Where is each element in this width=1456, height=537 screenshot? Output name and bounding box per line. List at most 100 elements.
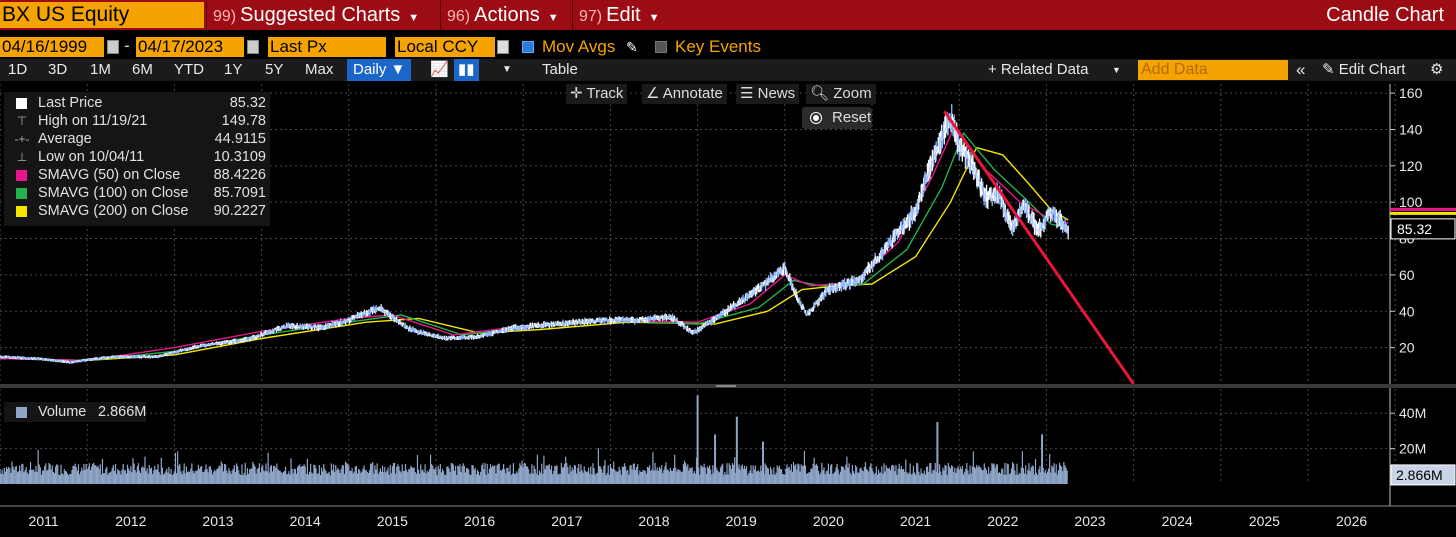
caret-down-icon: ▼ bbox=[648, 12, 660, 24]
price-field-select[interactable]: Last Px bbox=[268, 37, 386, 57]
mov-avgs-checkbox[interactable] bbox=[522, 41, 534, 53]
year-tick-label: 2011 bbox=[29, 513, 59, 529]
price-legend: Last Price 85.32 ⊤ High on 11/19/21 149.78 … bbox=[4, 92, 270, 226]
year-tick-label: 2015 bbox=[377, 513, 408, 529]
settings-gear-icon[interactable]: ⚙ bbox=[1430, 61, 1444, 78]
period-6m[interactable]: 6M bbox=[132, 61, 153, 78]
add-data-input[interactable]: Add Data bbox=[1138, 60, 1288, 80]
related-data-button[interactable]: + Related Data bbox=[988, 61, 1089, 78]
price-tick-label: 100 bbox=[1399, 194, 1423, 210]
menu-label: Edit bbox=[606, 4, 641, 26]
date-separator: - bbox=[124, 36, 130, 55]
sma100-line bbox=[0, 131, 1069, 362]
ticker-field[interactable]: BX US Equity bbox=[0, 2, 204, 28]
pencil-icon[interactable]: ✎ bbox=[626, 39, 638, 55]
end-date-field[interactable]: 04/17/2023 bbox=[136, 37, 244, 57]
legend-high: ⊤ High on 11/19/21 149.78 bbox=[4, 112, 270, 130]
price-tick-label: 140 bbox=[1399, 121, 1423, 137]
reset-button[interactable]: Reset bbox=[802, 107, 872, 129]
frequency-select[interactable]: Daily ▼ bbox=[347, 59, 412, 81]
chart-series bbox=[0, 103, 1135, 385]
price-tick-label: 20 bbox=[1399, 340, 1415, 356]
year-tick-label: 2013 bbox=[202, 513, 233, 529]
title-bar bbox=[0, 0, 1456, 30]
year-tick-label: 2024 bbox=[1162, 513, 1193, 529]
year-tick-label: 2020 bbox=[813, 513, 844, 529]
key-events-label: Key Events bbox=[675, 37, 761, 56]
annotate-button[interactable]: ∠ Annotate bbox=[642, 84, 727, 104]
last-price-box bbox=[1390, 218, 1456, 240]
related-data-dropdown-icon[interactable]: ▼ bbox=[1112, 65, 1121, 75]
chart-type-dropdown-icon[interactable]: ▼ bbox=[502, 64, 512, 75]
reset-icon bbox=[811, 113, 821, 123]
year-tick-label: 2016 bbox=[464, 513, 495, 529]
period-max[interactable]: Max bbox=[305, 61, 334, 78]
magnifier-icon: 🔍︎ bbox=[810, 85, 830, 102]
panel-resize-handle bbox=[716, 385, 736, 387]
period-3d[interactable]: 3D bbox=[48, 61, 68, 78]
price-volume-chart[interactable]: 2040608010012014016020M40M20112012201320… bbox=[0, 84, 1456, 537]
trendline bbox=[943, 110, 1135, 385]
chart-type-title: Candle Chart bbox=[1326, 4, 1444, 26]
legend-sma200: SMAVG (200) on Close 90.2227 bbox=[4, 202, 270, 220]
low-marker-icon: ⊥ bbox=[16, 150, 28, 164]
edit-chart-label: Edit Chart bbox=[1338, 61, 1406, 78]
actions-menu[interactable]: 96) Actions ▼ bbox=[440, 0, 573, 30]
legend-sma50: SMAVG (50) on Close 88.4226 bbox=[4, 166, 270, 184]
edit-menu[interactable]: 97) Edit ▼ bbox=[572, 0, 675, 30]
period-5y[interactable]: 5Y bbox=[265, 61, 284, 78]
caret-down-icon: ▼ bbox=[390, 61, 406, 78]
legend-last-price: Last Price 85.32 bbox=[4, 94, 270, 112]
sma50-axis-marker bbox=[1390, 207, 1456, 211]
suggested-charts-menu[interactable]: 99) Suggested Charts ▼ bbox=[206, 0, 445, 30]
price-tick-label: 60 bbox=[1399, 267, 1415, 283]
calendar-icon[interactable] bbox=[247, 40, 259, 54]
period-1d[interactable]: 1D bbox=[8, 61, 28, 78]
zoom-button[interactable]: 🔍︎ Zoom bbox=[806, 84, 876, 104]
price-tick-label: 160 bbox=[1399, 85, 1423, 101]
average-marker-icon: -+- bbox=[14, 132, 30, 146]
year-tick-label: 2022 bbox=[987, 513, 1018, 529]
year-tick-label: 2014 bbox=[290, 513, 321, 529]
price-tick-label: 120 bbox=[1399, 158, 1423, 174]
calendar-icon[interactable] bbox=[107, 40, 119, 54]
table-button[interactable]: Table bbox=[542, 61, 578, 78]
last-price-label: 85.32 bbox=[1397, 221, 1432, 237]
menu-number: 97) bbox=[579, 8, 603, 25]
legend-swatch bbox=[16, 170, 27, 181]
menu-label: Actions bbox=[474, 4, 540, 26]
dropdown-icon[interactable] bbox=[497, 40, 509, 54]
price-line bbox=[0, 115, 1069, 363]
legend-average: -+- Average 44.9115 bbox=[14, 131, 267, 147]
year-tick-label: 2025 bbox=[1249, 513, 1280, 529]
high-marker-icon: ⊤ bbox=[16, 114, 28, 128]
candle-chart-icon[interactable]: ▮▮ bbox=[454, 59, 479, 81]
volume-bars bbox=[0, 395, 1068, 484]
track-button[interactable]: ✛ Track bbox=[566, 84, 628, 104]
caret-down-icon: ▼ bbox=[547, 12, 559, 24]
year-tick-label: 2012 bbox=[115, 513, 146, 529]
currency-select[interactable]: Local CCY bbox=[395, 37, 495, 57]
legend-swatch bbox=[16, 188, 27, 199]
menu-label: Suggested Charts bbox=[240, 4, 401, 26]
legend-swatch bbox=[16, 98, 27, 109]
collapse-icon[interactable]: « bbox=[1296, 60, 1306, 79]
frequency-label: Daily bbox=[353, 61, 387, 78]
key-events-checkbox[interactable] bbox=[655, 41, 667, 53]
legend-swatch bbox=[16, 407, 27, 418]
menu-number: 99) bbox=[213, 8, 237, 25]
period-1y[interactable]: 1Y bbox=[224, 61, 243, 78]
crosshair-icon: ✛ bbox=[570, 85, 583, 102]
start-date-field[interactable]: 04/16/1999 bbox=[0, 37, 104, 57]
news-button[interactable]: ☰ News bbox=[736, 84, 800, 104]
sma200-axis-marker bbox=[1390, 211, 1456, 215]
period-1m[interactable]: 1M bbox=[90, 61, 111, 78]
year-tick-label: 2018 bbox=[638, 513, 669, 529]
edit-chart-button[interactable]: ✎ Edit Chart bbox=[1322, 59, 1405, 81]
volume-tick-label: 40M bbox=[1399, 405, 1426, 421]
period-ytd[interactable]: YTD bbox=[174, 61, 204, 78]
chart-axes: 2040608010012014016020M40M20112012201320… bbox=[0, 84, 1456, 529]
line-chart-icon[interactable]: 📈 bbox=[430, 61, 449, 78]
year-tick-label: 2019 bbox=[726, 513, 757, 529]
legend-low: ⊥ Low on 10/04/11 10.3109 bbox=[4, 148, 270, 166]
